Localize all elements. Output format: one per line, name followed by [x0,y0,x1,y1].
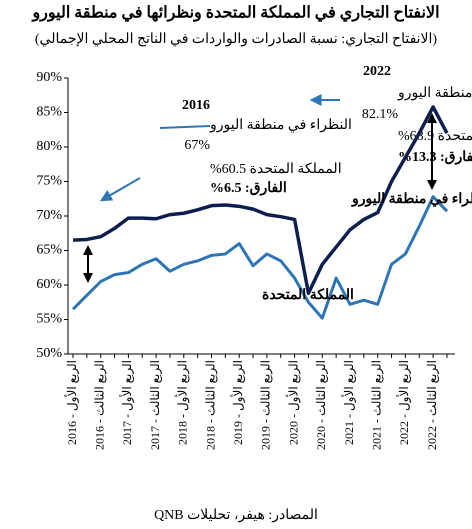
y-tick-label: 75% [36,174,62,189]
source: المصادر: هيفر، تحليلات QNB [154,508,318,523]
annotation: المملكة المتحدة 68.9% [398,129,472,144]
y-tick-label: 90% [36,70,62,85]
y-tick-label: 65% [36,243,62,258]
annotation: 82.1% [362,107,399,122]
x-tick-label: الربع الأول - 2021 [341,360,356,445]
y-tick-label: 55% [36,312,62,327]
y-tick-label: 80% [36,139,62,154]
x-tick-label: الربع الثالث - 2016 [92,360,106,450]
x-tick-label: الربع الأول - 2019 [230,360,245,445]
annotation: 67% [184,138,210,153]
annotation: 2022 [363,64,391,79]
y-tick-label: 70% [36,208,62,223]
series-label: المملكة المتحدة [262,287,354,303]
series-label: النظراء في منطقة اليورو [351,192,472,207]
pointer-line [159,125,211,129]
x-tick-label: الربع الثالث - 2022 [425,360,439,450]
x-tick-label: الربع الثالث - 2019 [259,360,273,450]
x-tick-label: الربع الأول - 2018 [175,360,190,445]
x-tick-label: الربع الثالث - 2020 [314,360,328,450]
annotation: 2016 [182,98,210,113]
x-tick-label: الربع الثالث - 2018 [203,360,217,450]
annotation: النظراء في منطقة اليورو [209,118,352,133]
y-tick-label: 85% [36,105,62,120]
annotation: المملكة المتحدة 60.5% [210,162,342,177]
series-line [72,105,449,296]
x-tick-label: الربع الثالث - 2017 [148,360,162,450]
chart-title: الانفتاح التجاري في المملكة المتحدة ونظر… [31,5,439,23]
series-line [71,195,449,320]
x-tick-label: الربع الأول - 2016 [64,360,79,445]
annotation: النظراء في منطقة اليورو [397,86,472,101]
chart-subtitle: (الانفتاح التجاري: نسبة الصادرات والوارد… [35,32,438,47]
x-tick-label: الربع الأول - 2017 [119,360,134,445]
pointer-arrow [99,177,141,202]
x-tick-label: الربع الثالث - 2021 [369,360,383,450]
y-tick-label: 60% [36,277,62,292]
annotation: الفارق: 6.5% [210,181,287,196]
x-tick-label: الربع الأول - 2022 [396,360,411,445]
y-tick-label: 50% [36,346,62,361]
x-tick-label: الربع الأول - 2020 [285,360,300,445]
